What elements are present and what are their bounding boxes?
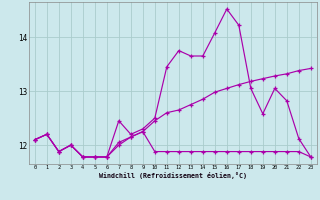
X-axis label: Windchill (Refroidissement éolien,°C): Windchill (Refroidissement éolien,°C) bbox=[99, 172, 247, 179]
